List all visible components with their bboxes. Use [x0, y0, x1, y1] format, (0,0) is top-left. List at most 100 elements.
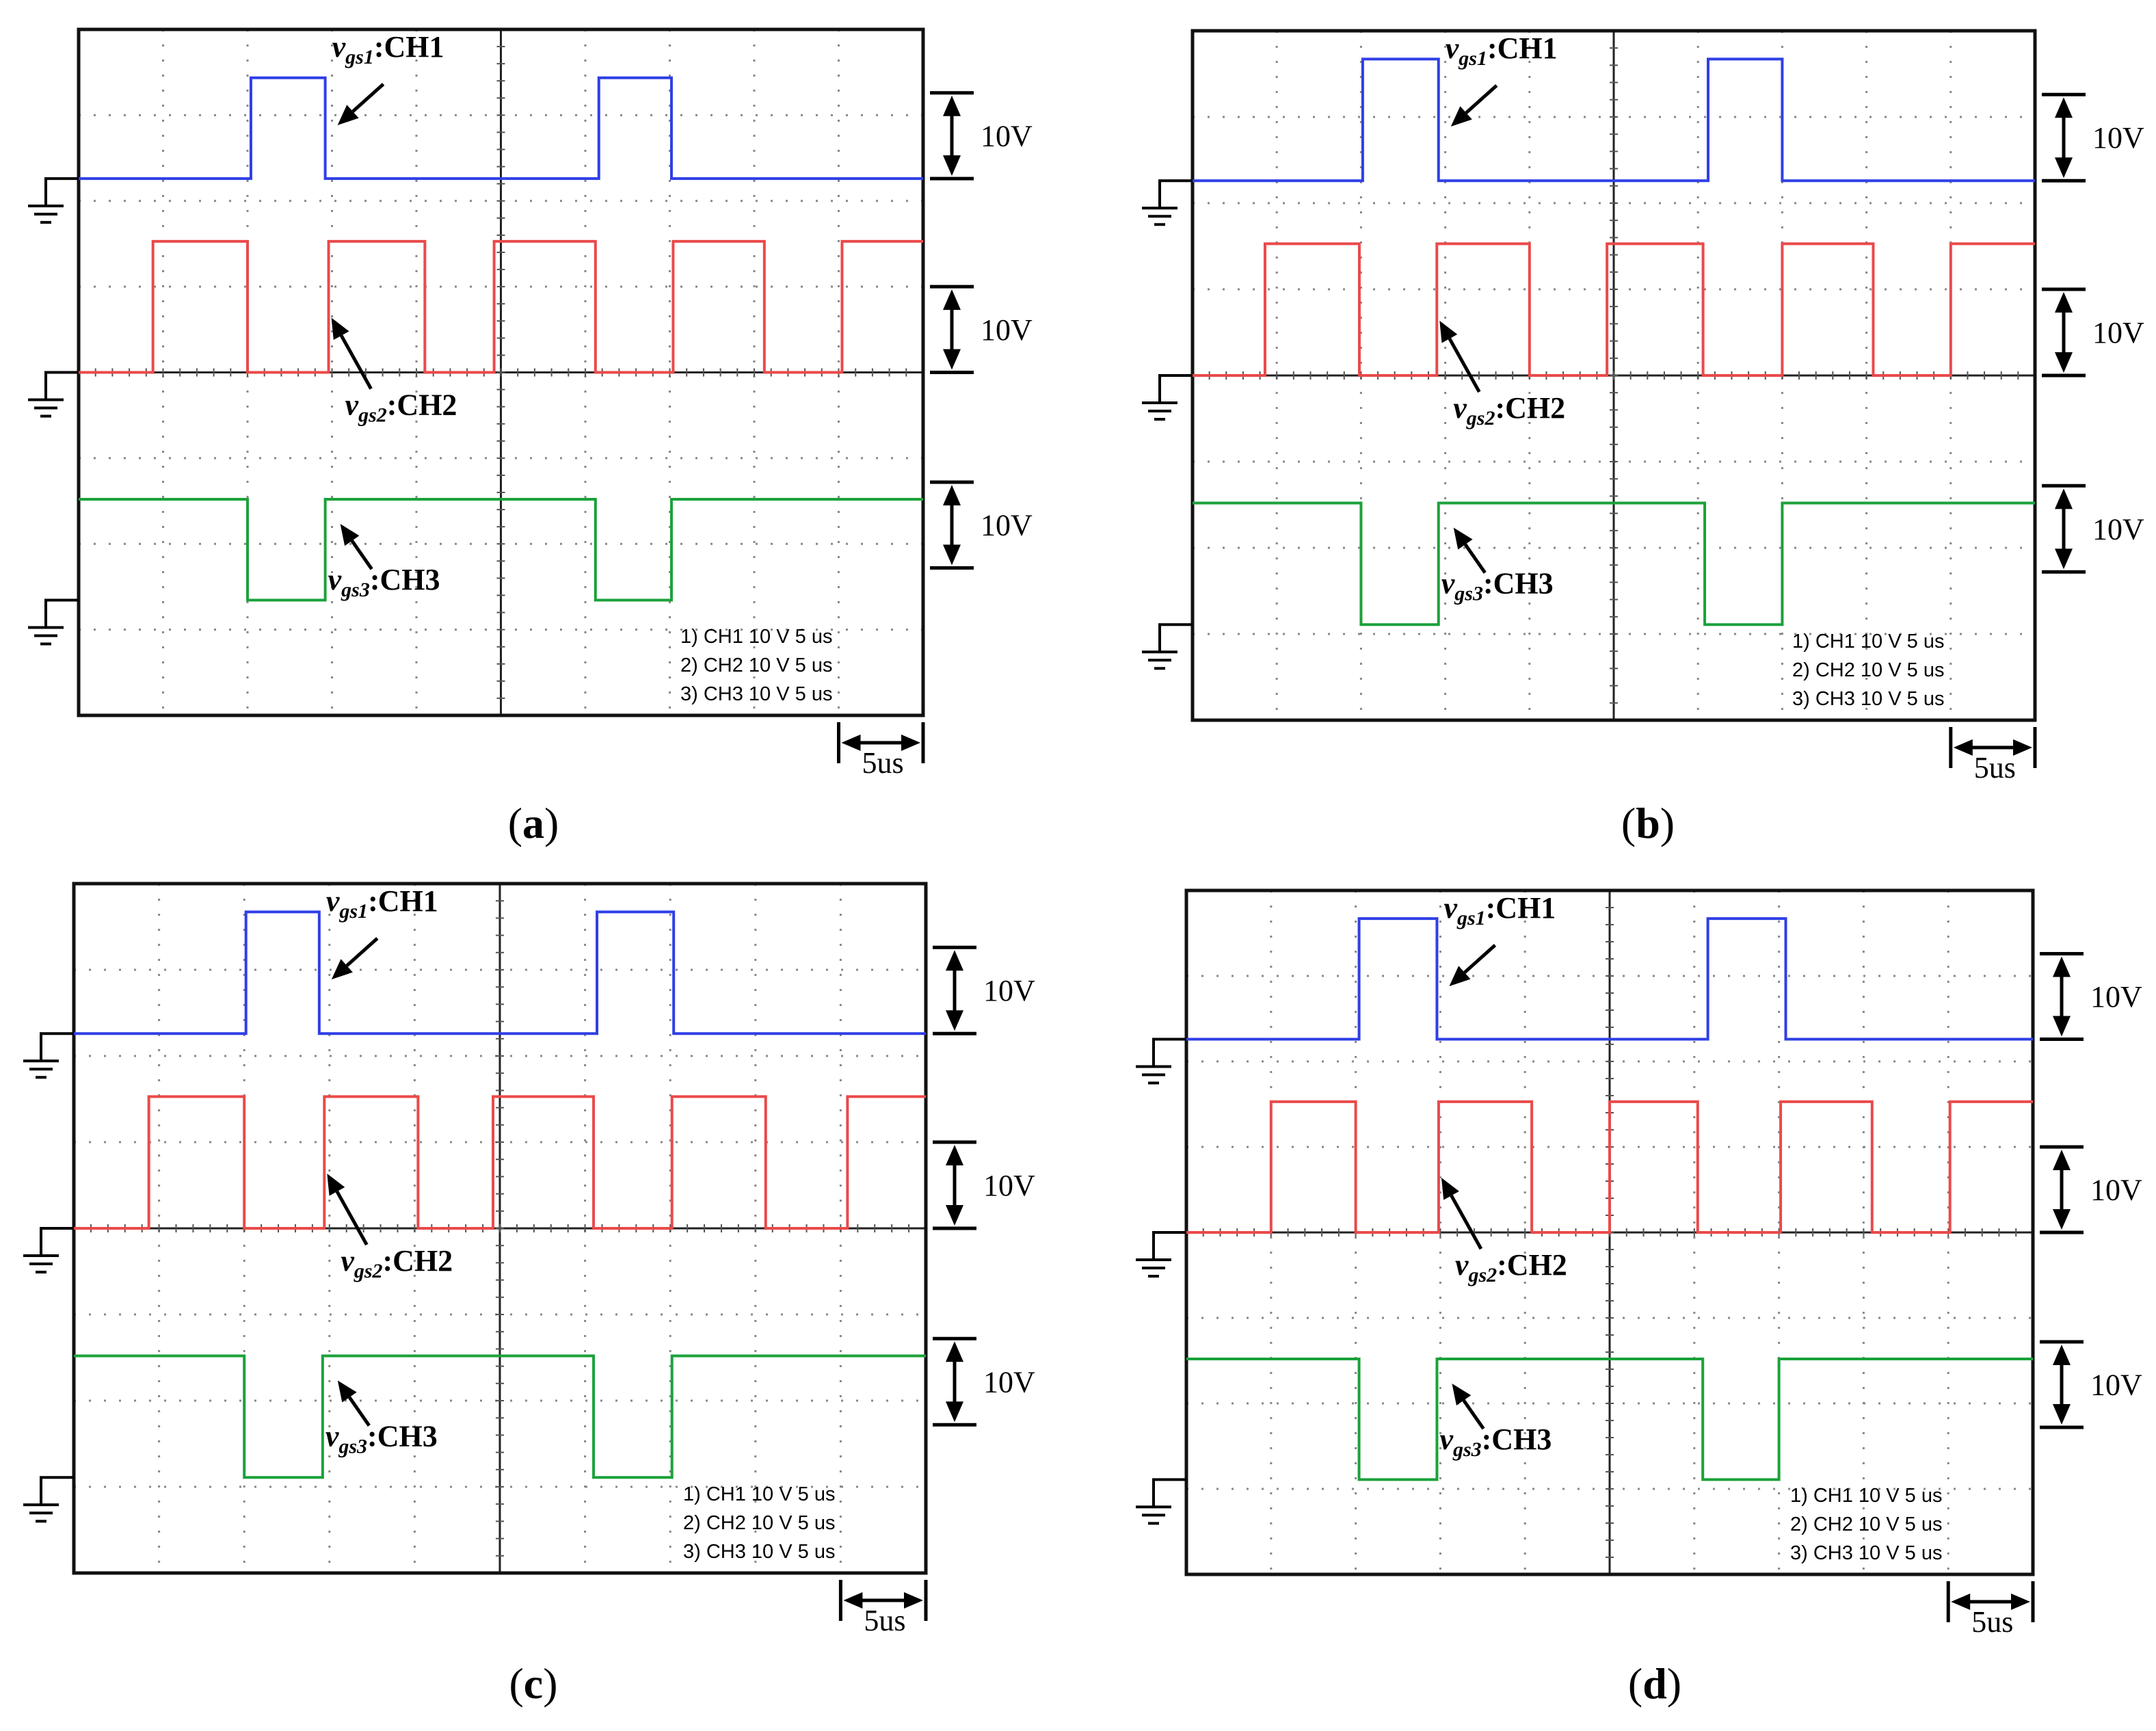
waveform-ch1 [79, 76, 923, 181]
time-scale-bar: 5us [838, 1580, 928, 1637]
volt-scale-label: 10V [2092, 512, 2144, 546]
volt-scale-label: 10V [983, 1365, 1035, 1399]
caption-b: (b) [1621, 799, 1675, 847]
ground-marker-ch3 [1142, 623, 1193, 670]
caption-c: (c) [509, 1659, 557, 1708]
volt-scale-label: 10V [2092, 121, 2144, 155]
scope-settings: 1) CH1 10 V 5 us 2) CH2 10 V 5 us 3) CH3 1… [683, 1483, 835, 1563]
volt-scale-ch1: 10V [930, 91, 1033, 181]
volt-scale-ch2: 10V [2042, 287, 2144, 378]
settings-line-ch1: 1) CH1 10 V 5 us [680, 626, 832, 648]
ground-marker-ch1 [1142, 179, 1193, 226]
panel-d: vgs1:CH1 vgs2:CH2 vgs3:CH3 10V 10V 10V 1) CH1 … [1136, 888, 2142, 1708]
volt-scale-label: 10V [2090, 980, 2142, 1014]
settings-line-ch3: 3) CH3 10 V 5 us [1790, 1542, 1942, 1564]
caption-a: (a) [508, 799, 559, 847]
ground-marker-ch2 [28, 371, 79, 418]
label-vgs1-ch1: vgs1:CH1 [1446, 31, 1558, 70]
scope-settings: 1) CH1 10 V 5 us 2) CH2 10 V 5 us 3) CH3 1… [1792, 631, 1944, 710]
ground-marker-ch1 [23, 1032, 74, 1079]
volt-scale-ch3: 10V [2040, 1340, 2142, 1429]
arrow-ch2 [1441, 1178, 1483, 1250]
volt-scale-ch1: 10V [2040, 952, 2142, 1041]
volt-scale-label: 10V [2090, 1174, 2142, 1207]
ground-marker-ch2 [23, 1227, 74, 1273]
label-vgs2-ch2: vgs2:CH2 [1453, 391, 1565, 430]
volt-scale-ch3: 10V [933, 1336, 1035, 1427]
arrow-ch3 [340, 524, 373, 570]
waveform-ch2 [74, 1095, 926, 1230]
label-vgs2-ch2: vgs2:CH2 [1455, 1248, 1567, 1286]
settings-line-ch3: 3) CH3 10 V 5 us [683, 1541, 835, 1563]
settings-line-ch2: 2) CH2 10 V 5 us [1792, 659, 1944, 681]
settings-line-ch1: 1) CH1 10 V 5 us [1792, 631, 1944, 652]
label-vgs3-ch3: vgs3:CH3 [325, 1419, 438, 1457]
settings-line-ch1: 1) CH1 10 V 5 us [1790, 1485, 1942, 1507]
volt-scale-ch1: 10V [933, 945, 1035, 1035]
ground-marker-ch2 [1136, 1231, 1186, 1278]
label-vgs2-ch2: vgs2:CH2 [345, 388, 457, 427]
scope-settings: 1) CH1 10 V 5 us 2) CH2 10 V 5 us 3) CH3 1… [1790, 1485, 1942, 1564]
panel-b: vgs1:CH1 vgs2:CH2 vgs3:CH3 10V 10V 10V 1) CH1 … [1142, 29, 2144, 847]
label-vgs3-ch3: vgs3:CH3 [1441, 566, 1554, 605]
label-vgs3-ch3: vgs3:CH3 [328, 563, 440, 601]
volt-scale-label: 10V [2090, 1369, 2142, 1402]
arrow-ch1 [331, 937, 379, 979]
settings-line-ch2: 2) CH2 10 V 5 us [1790, 1514, 1942, 1535]
settings-line-ch1: 1) CH1 10 V 5 us [683, 1483, 835, 1505]
volt-scale-label: 10V [981, 119, 1033, 153]
volt-scale-label: 10V [2092, 316, 2144, 349]
ground-marker-ch2 [1142, 374, 1193, 421]
arrow-ch2 [1439, 321, 1481, 393]
settings-line-ch3: 3) CH3 10 V 5 us [680, 683, 832, 705]
time-scale-label: 5us [1974, 751, 2016, 784]
volt-scale-ch2: 10V [930, 285, 1033, 374]
settings-line-ch2: 2) CH2 10 V 5 us [680, 655, 832, 676]
ground-marker-ch1 [1136, 1038, 1186, 1085]
volt-scale-label: 10V [983, 1169, 1035, 1202]
ground-marker-ch3 [1136, 1478, 1186, 1525]
waveform-ch3 [1186, 1358, 2033, 1481]
volt-scale-label: 10V [981, 509, 1033, 542]
label-vgs1-ch1: vgs1:CH1 [326, 884, 438, 923]
waveform-ch2 [1186, 1100, 2033, 1234]
volt-scale-label: 10V [981, 313, 1033, 347]
arrow-ch2 [331, 317, 373, 390]
volt-scale-label: 10V [983, 974, 1035, 1007]
settings-line-ch2: 2) CH2 10 V 5 us [683, 1512, 835, 1534]
time-scale-label: 5us [1971, 1605, 2013, 1639]
ground-marker-ch3 [23, 1476, 74, 1523]
time-scale-label: 5us [862, 746, 904, 780]
arrow-ch1 [337, 83, 385, 125]
waveform-ch1 [74, 910, 926, 1035]
label-vgs2-ch2: vgs2:CH2 [341, 1244, 453, 1282]
waveform-ch2 [1193, 242, 2035, 377]
volt-scale-ch1: 10V [2042, 92, 2144, 183]
waveform-ch1 [1193, 57, 2035, 183]
label-vgs1-ch1: vgs1:CH1 [1443, 891, 1556, 929]
arrow-ch2 [327, 1174, 369, 1246]
ground-marker-ch1 [28, 177, 79, 224]
time-scale-bar: 5us [1949, 727, 2037, 784]
volt-scale-ch3: 10V [2042, 484, 2144, 574]
ground-marker-ch3 [28, 598, 79, 646]
waveform-ch3 [1193, 501, 2035, 626]
waveform-ch3 [74, 1354, 926, 1479]
scope-grid [78, 29, 924, 716]
arrow-ch3 [1453, 527, 1487, 574]
panel-c: vgs1:CH1 vgs2:CH2 vgs3:CH3 10V 10V 10V 1) CH1 … [23, 882, 1035, 1708]
label-vgs3-ch3: vgs3:CH3 [1439, 1423, 1552, 1461]
volt-scale-ch2: 10V [933, 1140, 1035, 1230]
waveform-ch1 [1186, 917, 2033, 1041]
arrow-ch1 [1450, 84, 1498, 127]
arrow-ch1 [1449, 944, 1497, 986]
time-scale-bar: 5us [1946, 1581, 2035, 1639]
waveform-ch2 [79, 239, 923, 374]
panel-a: vgs1:CH1 vgs2:CH2 vgs3:CH3 10V 10V 10V 1) CH1 … [28, 27, 1033, 847]
waveform-ch3 [79, 498, 923, 602]
arrow-ch3 [337, 1380, 371, 1427]
time-scale-bar: 5us [837, 722, 925, 780]
settings-line-ch3: 3) CH3 10 V 5 us [1792, 688, 1944, 710]
volt-scale-ch2: 10V [2040, 1145, 2142, 1234]
volt-scale-ch3: 10V [930, 480, 1033, 570]
